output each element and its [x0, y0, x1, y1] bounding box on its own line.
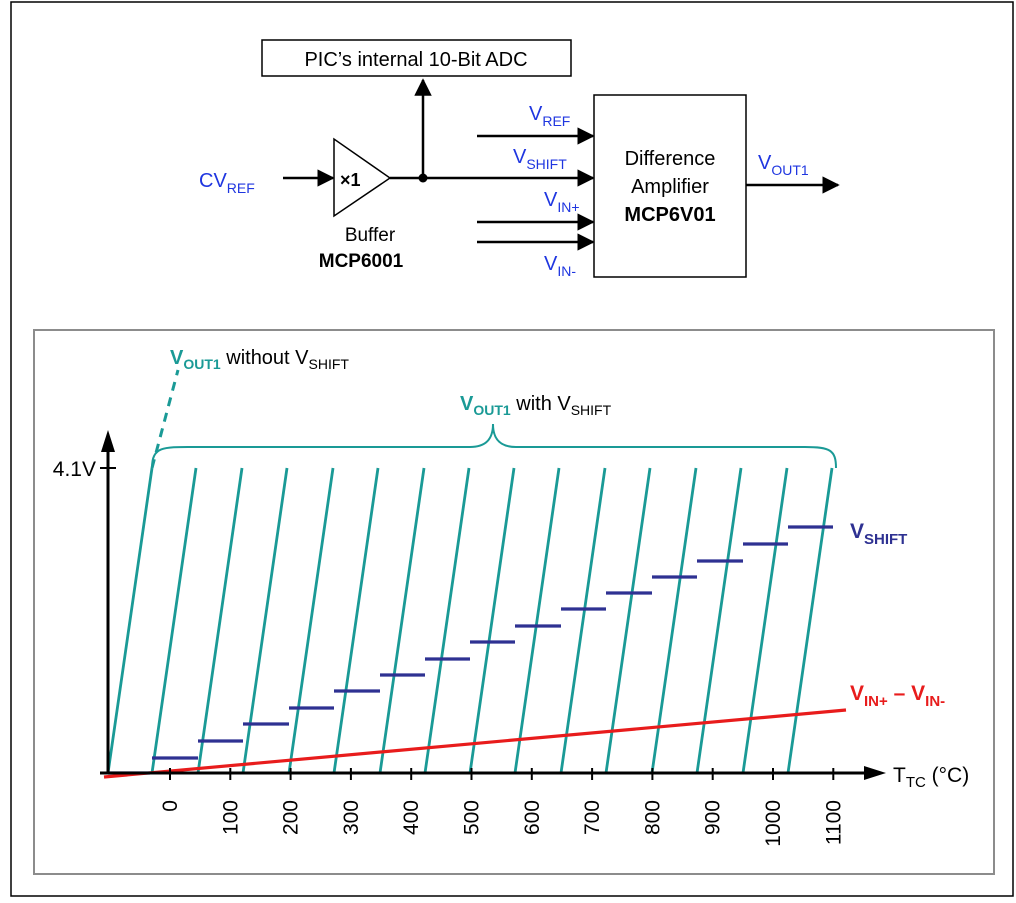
buffer-part: MCP6001 — [319, 251, 404, 272]
x-axis-arrow — [864, 766, 886, 780]
vout1-segment — [650, 467, 698, 774]
label-without-vshift: VOUT1 without VSHIFT — [170, 347, 349, 372]
adc-label: PIC’s internal 10-Bit ADC — [304, 49, 527, 71]
x-tick-label: 600 — [521, 800, 544, 835]
vout1-segment — [287, 467, 335, 774]
vout1-segment — [423, 467, 471, 774]
plot: 4.1V 0 100 200 300 400 500 600 700 800 900 1000 110… — [33, 329, 995, 875]
vin-plus-label: VIN+ — [544, 189, 580, 215]
vout1-segment — [378, 467, 426, 774]
x-tick-label: 300 — [340, 800, 363, 835]
amp-part: MCP6V01 — [624, 204, 715, 226]
label-vin-diff: VIN+ – VIN- — [850, 682, 945, 710]
vout1-segment — [513, 467, 561, 774]
x-tick-label: 500 — [461, 800, 484, 835]
vout1-segment — [786, 467, 834, 774]
vout1-segment — [196, 467, 244, 774]
x-tick-label: 400 — [400, 800, 423, 835]
vout1-segment — [604, 467, 652, 774]
vout1-segment — [468, 467, 516, 774]
x-tick-label: 800 — [641, 800, 664, 835]
vout1-segment — [695, 467, 743, 774]
label-vshift: VSHIFT — [850, 520, 907, 548]
x-ticks: 0 100 200 300 400 500 600 700 800 900 1000 1100 — [159, 768, 845, 847]
x-tick-label: 1100 — [822, 800, 845, 845]
label-with-vshift: VOUT1 with VSHIFT — [460, 393, 612, 418]
vout1-segment — [241, 467, 289, 774]
vin-minus-label: VIN- — [544, 253, 576, 279]
vout1-segment — [106, 467, 154, 774]
amplifier-box — [593, 94, 747, 278]
buffer-label: Buffer — [345, 225, 396, 246]
y-tick-label: 4.1V — [53, 458, 96, 481]
plot-frame — [33, 329, 995, 875]
outer-frame — [10, 1, 1014, 897]
amp-line1: Difference — [625, 148, 716, 170]
vin-diff-series — [103, 708, 847, 779]
buffer-gain: ×1 — [340, 170, 361, 190]
block-diagram: PIC’s internal 10-Bit ADC CVREF ×1 Buffe… — [199, 39, 840, 279]
vin-diff-line — [103, 708, 847, 779]
vout1-segment — [741, 467, 789, 774]
x-tick-label: 900 — [702, 800, 725, 835]
vshift-label: VSHIFT — [513, 146, 567, 172]
cvref-label: CVREF — [199, 170, 255, 196]
x-axis-label: TTC (°C) — [893, 764, 969, 791]
x-tick-label: 100 — [219, 800, 242, 835]
y-axis-arrow — [101, 430, 115, 452]
adc-box — [261, 39, 572, 77]
x-tick-label: 1000 — [762, 800, 785, 847]
x-tick-label: 0 — [159, 800, 182, 812]
vref-label: VREF — [529, 103, 570, 129]
buffer-triangle — [333, 137, 392, 218]
x-tick-label: 700 — [581, 800, 604, 835]
x-tick-label: 200 — [280, 800, 303, 835]
vout1-with-vshift-series — [106, 467, 834, 774]
vout1-segment — [559, 467, 607, 774]
vout1-segment — [332, 467, 380, 774]
vout1-brace — [151, 423, 837, 469]
vout1-segment — [150, 467, 198, 774]
amp-line2: Amplifier — [631, 176, 709, 198]
vout1-label: VOUT1 — [758, 152, 809, 178]
